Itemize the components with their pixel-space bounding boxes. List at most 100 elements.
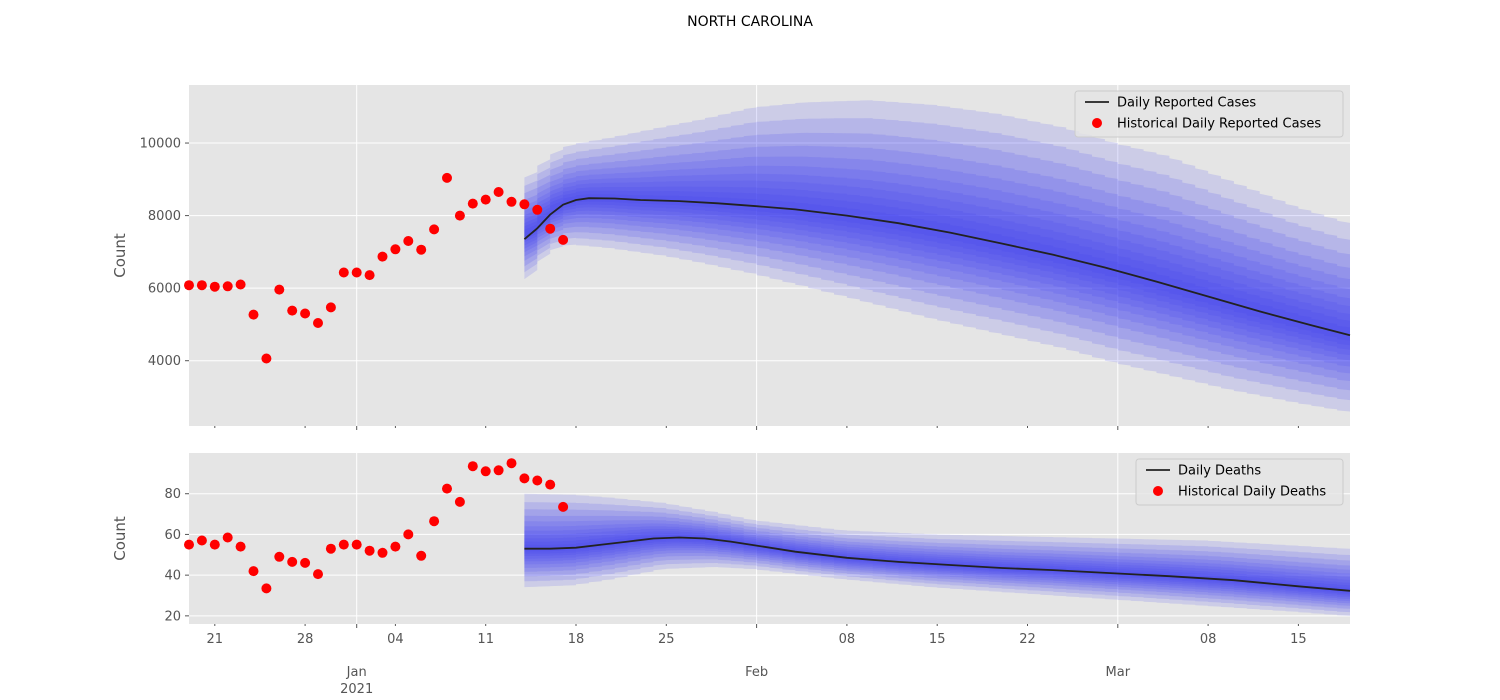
historical-point bbox=[313, 318, 323, 328]
historical-point bbox=[377, 547, 388, 558]
band-level-2 bbox=[524, 509, 1350, 609]
x-axis: 21 28 Jan 2021 04 11 18 25 Feb 08 15 22 Mar 08 15 bbox=[207, 632, 1307, 697]
y-tick-label: 20 bbox=[164, 609, 181, 624]
x-tick-label: 11 bbox=[477, 632, 494, 647]
band-level-4 bbox=[524, 156, 1350, 374]
band-level-3 bbox=[524, 515, 1350, 606]
historical-point bbox=[442, 483, 452, 494]
y-tick-label: 60 bbox=[164, 528, 181, 543]
historical-point bbox=[416, 244, 427, 255]
legend: Daily Deaths Historical Daily Deaths bbox=[1135, 458, 1344, 506]
legend-entry-line: Daily Reported Cases bbox=[1117, 96, 1256, 111]
band-level-5 bbox=[524, 165, 1350, 367]
historical-point bbox=[274, 551, 285, 562]
band-level-2 bbox=[524, 132, 1350, 391]
x-tick-label: 08 bbox=[1200, 632, 1217, 647]
historical-point bbox=[209, 539, 220, 550]
chart-panels: 4000 6000 8000 10000 Count Daily Reported Cas… bbox=[111, 85, 1351, 628]
historical-point bbox=[235, 279, 246, 290]
historical-point bbox=[519, 473, 530, 484]
legend-entry-points: Historical Daily Deaths bbox=[1178, 485, 1326, 500]
historical-point bbox=[196, 280, 207, 291]
legend: Daily Reported Cases Historical Daily Rep… bbox=[1074, 90, 1344, 138]
historical-point bbox=[558, 234, 569, 245]
legend-box bbox=[1074, 90, 1344, 138]
uncertainty-band bbox=[524, 100, 1350, 412]
historical-point bbox=[403, 236, 414, 246]
historical-point bbox=[261, 583, 272, 594]
historical-point bbox=[390, 244, 401, 255]
historical-point bbox=[287, 305, 298, 316]
historical-point bbox=[209, 281, 220, 292]
historical-point bbox=[338, 539, 349, 550]
historical-point bbox=[184, 280, 194, 291]
historical-point bbox=[364, 270, 375, 281]
historical-point bbox=[222, 532, 233, 543]
historical-point bbox=[454, 210, 465, 221]
band-level-5 bbox=[524, 523, 1350, 602]
historical-point bbox=[545, 479, 556, 490]
x-tick-label: 18 bbox=[568, 632, 585, 647]
historical-point bbox=[235, 541, 246, 552]
historical-point bbox=[248, 309, 259, 320]
legend-entry-line: Daily Deaths bbox=[1178, 464, 1261, 479]
historical-point bbox=[313, 569, 323, 580]
historical-point bbox=[532, 204, 543, 215]
historical-point bbox=[416, 550, 427, 561]
y-tick-label: 10000 bbox=[140, 137, 181, 152]
legend-point-swatch bbox=[1092, 118, 1102, 128]
x-tick-label: 04 bbox=[387, 632, 404, 647]
x-tick-label: Feb bbox=[745, 665, 768, 680]
y-tick-label: 8000 bbox=[148, 209, 181, 224]
band-level-0 bbox=[524, 493, 1350, 616]
y-tick-label: 80 bbox=[164, 487, 181, 502]
y-tick-label: 4000 bbox=[148, 354, 181, 369]
x-tick-label: 08 bbox=[839, 632, 856, 647]
historical-point bbox=[467, 198, 478, 209]
historical-point bbox=[364, 545, 375, 556]
forecast-line bbox=[523, 197, 1351, 337]
x-tick-label: Mar bbox=[1106, 665, 1131, 680]
y-tick-label: 40 bbox=[164, 569, 181, 584]
historical-point bbox=[493, 187, 504, 197]
historical-point bbox=[454, 496, 465, 507]
historical-point bbox=[325, 302, 336, 313]
legend-point-swatch bbox=[1153, 486, 1163, 496]
historical-points bbox=[184, 458, 569, 594]
historical-point bbox=[287, 556, 298, 567]
band-level-8 bbox=[524, 186, 1350, 350]
historical-point bbox=[351, 267, 362, 278]
x-tick-label: 15 bbox=[929, 632, 946, 647]
x-tick-label: Jan bbox=[346, 665, 367, 680]
band-level-9 bbox=[524, 190, 1350, 346]
x-tick-sublabel: 2021 bbox=[340, 682, 373, 697]
panel-cases: 4000 6000 8000 10000 Count Daily Reported Cas… bbox=[111, 85, 1351, 430]
historical-point bbox=[480, 466, 491, 477]
band-level-10 bbox=[524, 194, 1350, 341]
x-tick-label: 25 bbox=[658, 632, 675, 647]
historical-point bbox=[532, 475, 543, 486]
historical-point bbox=[493, 465, 504, 476]
historical-point bbox=[429, 516, 440, 527]
historical-point bbox=[480, 194, 491, 205]
x-tick-label: 21 bbox=[207, 632, 224, 647]
y-tick-label: 6000 bbox=[148, 282, 181, 297]
x-tick-label: 28 bbox=[297, 632, 314, 647]
historical-point bbox=[274, 284, 285, 295]
historical-point bbox=[338, 267, 349, 278]
historical-point bbox=[467, 461, 478, 472]
historical-point bbox=[558, 501, 569, 512]
historical-point bbox=[261, 353, 272, 364]
historical-point bbox=[519, 199, 530, 210]
historical-point bbox=[184, 539, 194, 550]
x-tick-label: 22 bbox=[1019, 632, 1036, 647]
historical-point bbox=[506, 196, 517, 207]
historical-point bbox=[248, 566, 259, 577]
panel-deaths: 20 40 60 80 Count Daily Deaths Historical Dail… bbox=[111, 453, 1351, 628]
band-level-6 bbox=[524, 173, 1350, 361]
historical-point bbox=[377, 251, 388, 262]
historical-point bbox=[429, 224, 440, 235]
band-level-0 bbox=[524, 100, 1350, 412]
historical-point bbox=[545, 223, 556, 234]
